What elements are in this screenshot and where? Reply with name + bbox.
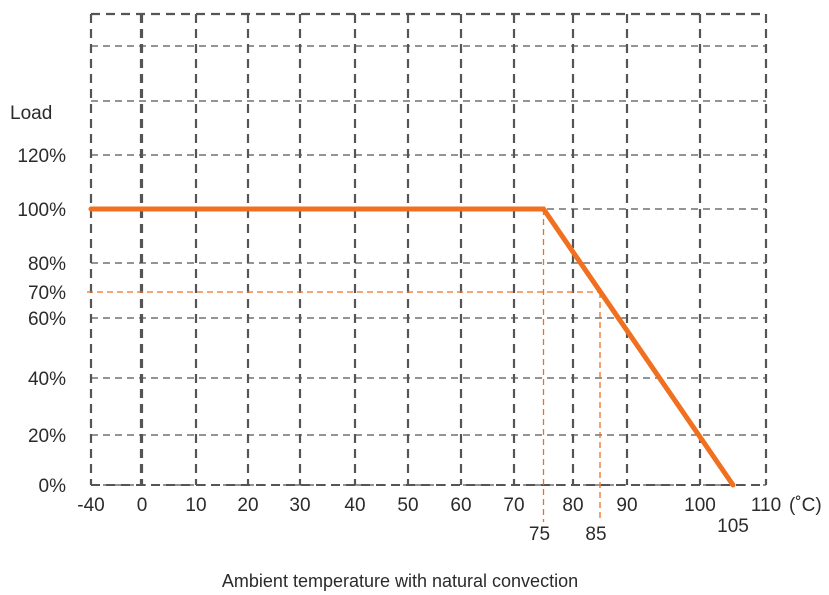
x-tick-label: 30	[289, 495, 310, 516]
x-tick-label: 70	[503, 495, 524, 516]
derating-curve	[88, 206, 736, 488]
y-tick-label: 20%	[28, 426, 66, 447]
y-tick-label: 80%	[28, 254, 66, 275]
x-tick-label: 0	[137, 495, 148, 516]
y-tick-label: 100%	[17, 200, 66, 221]
x-tick-label: 110	[751, 495, 781, 516]
tick-labels: -40 0 10 20 30 40 50 60 70 80 90 100 110 0% 20% 40% 60% 7…	[17, 146, 781, 545]
y-tick-label: 60%	[28, 309, 66, 330]
x-axis-label: Ambient temperature with natural convect…	[222, 571, 578, 591]
marker-x-label: 75	[529, 524, 550, 545]
y-tick-label: 70%	[28, 283, 66, 304]
x-extra-label: 105	[717, 516, 749, 537]
x-tick-label: 10	[185, 495, 206, 516]
x-tick-label: 40	[344, 495, 365, 516]
x-tick-label: 100	[684, 495, 716, 516]
x-tick-label: 50	[397, 495, 418, 516]
x-tick-label: 20	[237, 495, 258, 516]
y-tick-label: 0%	[39, 476, 67, 497]
x-tick-label: 90	[616, 495, 637, 516]
x-axis-unit: (˚C)	[789, 495, 822, 516]
x-tick-label: 60	[450, 495, 471, 516]
y-tick-label: 40%	[28, 369, 66, 390]
marker-x-label: 85	[585, 524, 606, 545]
grid	[89, 12, 768, 486]
x-tick-label: -40	[77, 495, 104, 516]
y-axis-label: Load	[10, 103, 52, 124]
y-tick-label: 120%	[17, 146, 66, 167]
x-tick-label: 80	[562, 495, 583, 516]
reference-lines	[87, 209, 601, 522]
series-group	[88, 206, 736, 488]
